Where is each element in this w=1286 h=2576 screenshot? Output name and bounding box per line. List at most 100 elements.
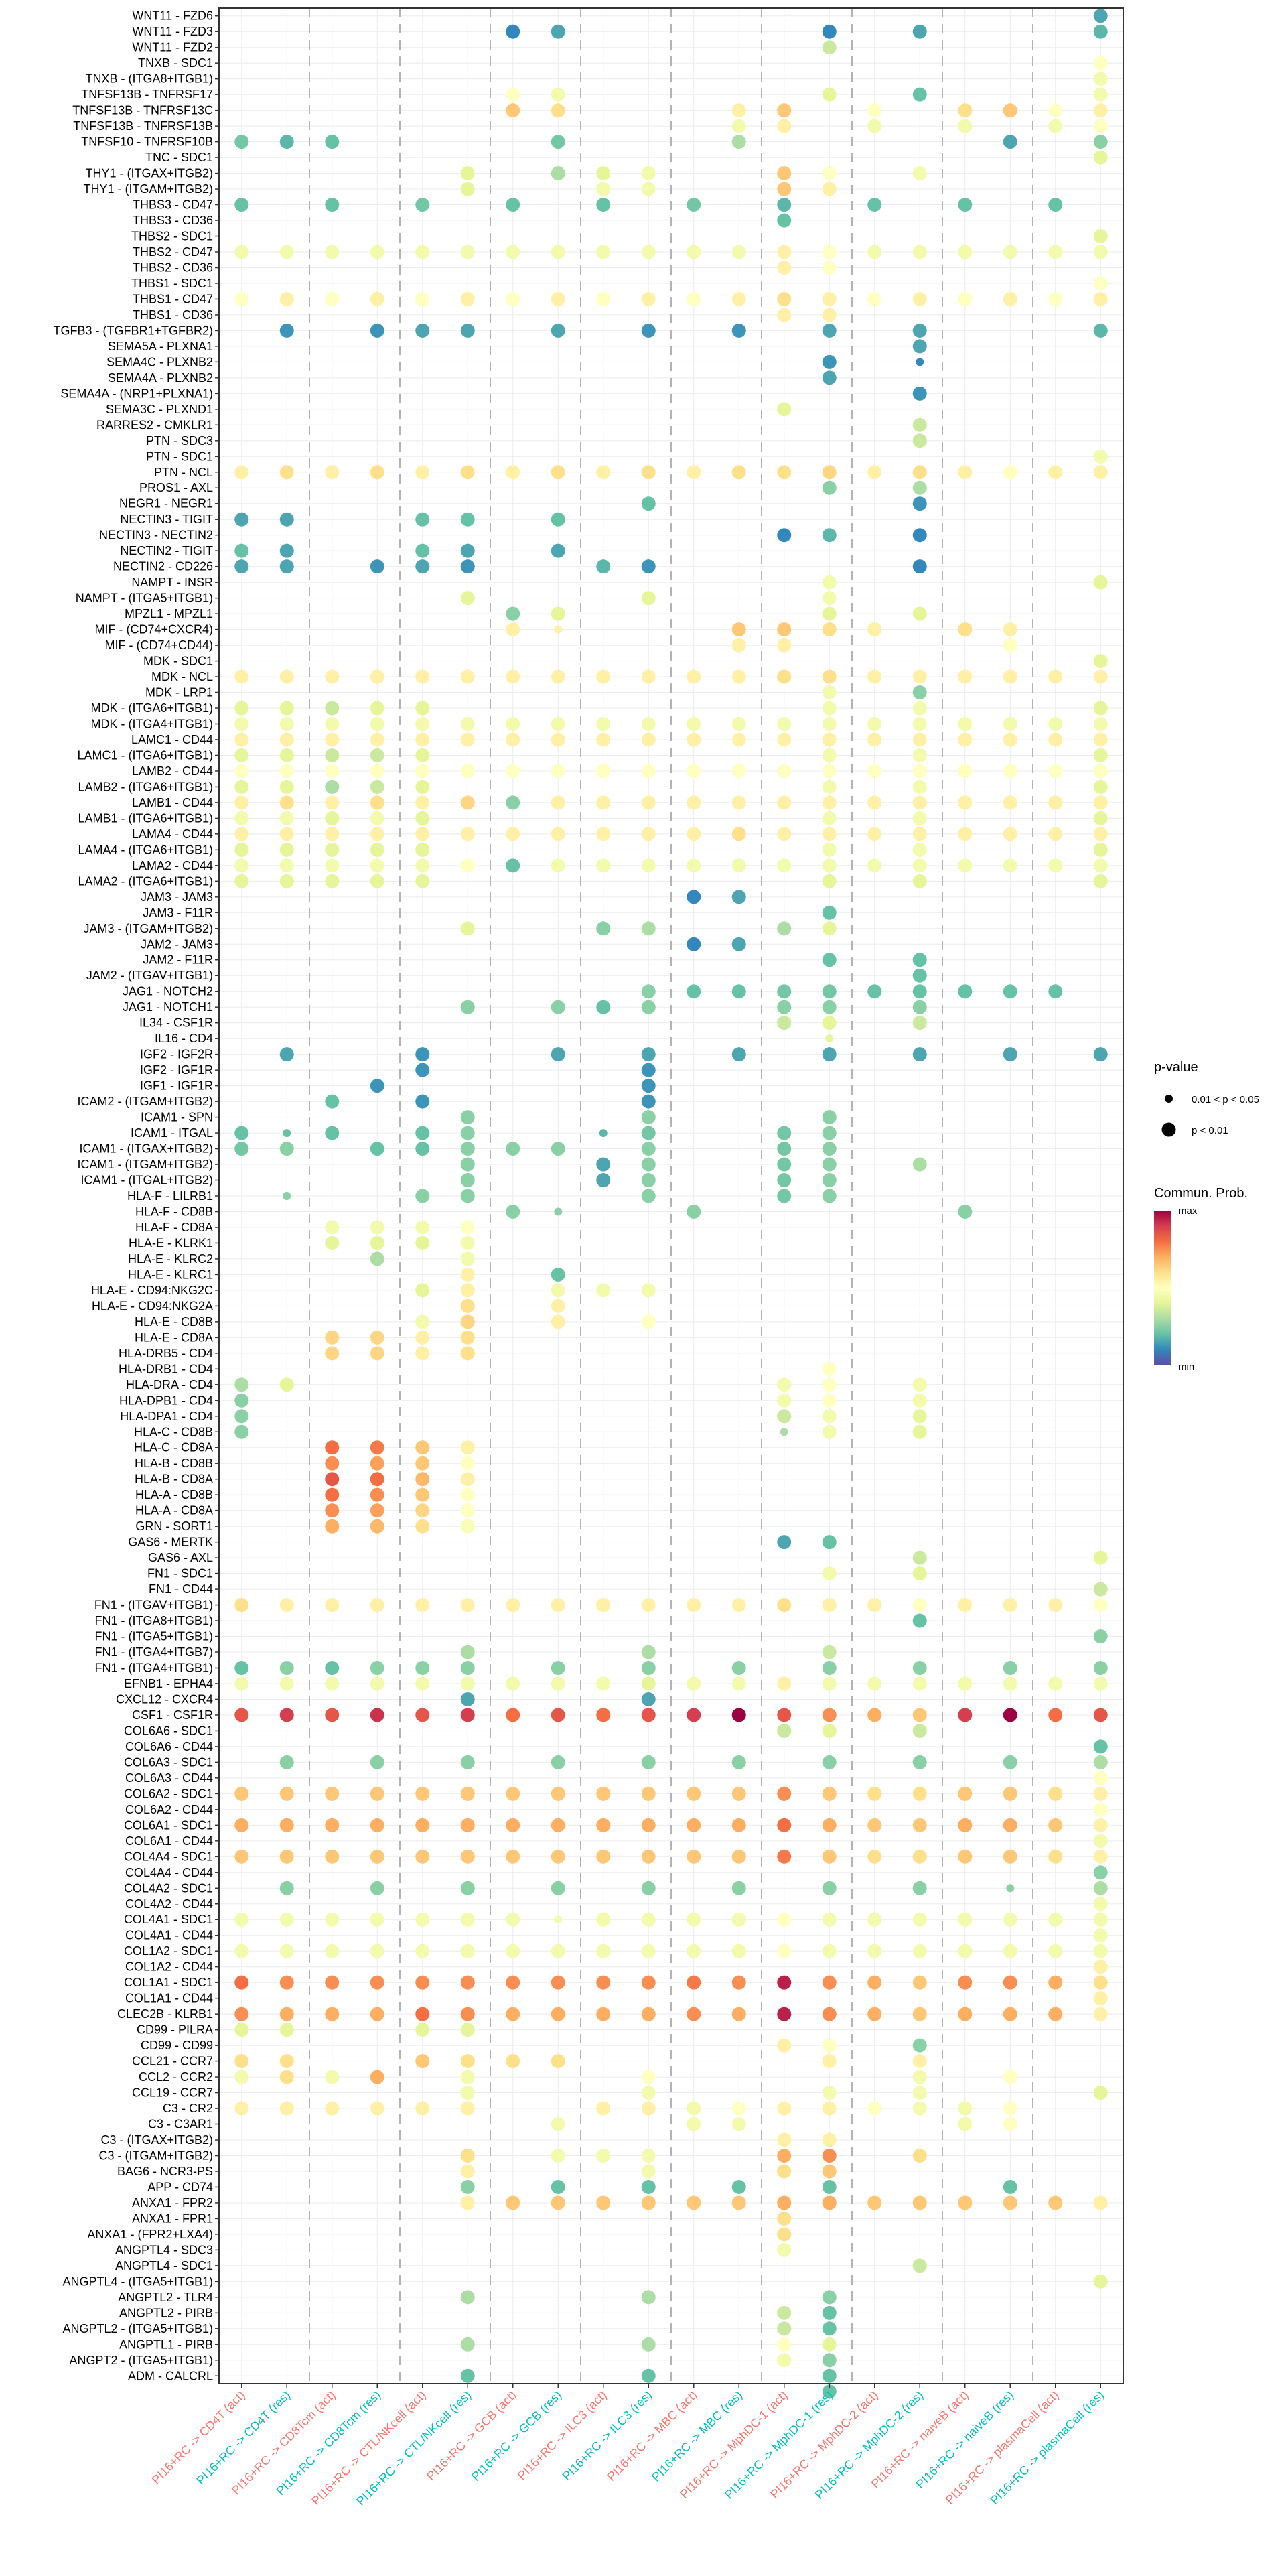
data-point: [912, 685, 927, 700]
data-point: [415, 1063, 430, 1077]
y-tick-label: GAS6 - AXL: [148, 1551, 213, 1564]
data-point: [822, 1818, 837, 1832]
y-tick-label: NAMPT - INSR: [131, 575, 213, 589]
data-point: [283, 1192, 291, 1200]
data-point: [912, 559, 927, 574]
data-point: [687, 669, 701, 684]
data-point: [641, 732, 656, 747]
data-point: [822, 291, 837, 306]
data-point: [1003, 2070, 1017, 2084]
data-point: [777, 2164, 792, 2179]
data-point: [822, 2384, 837, 2399]
y-tick-label: HLA-E - CD94:NKG2C: [91, 1284, 213, 1297]
data-point: [460, 716, 475, 731]
y-tick-label: FN1 - SDC1: [147, 1567, 213, 1580]
x-tick-label: PI16+RC -> CD4T (act): [149, 2388, 248, 2487]
data-point: [777, 1786, 792, 1801]
data-point: [325, 748, 340, 762]
group-separators: [309, 8, 1033, 2384]
data-point: [1003, 732, 1017, 747]
data-point: [822, 575, 837, 590]
y-tick-label: ICAM2 - (ITGAM+ITGB2): [77, 1095, 213, 1108]
data-point: [234, 1409, 249, 1424]
data-point: [1048, 669, 1063, 684]
y-tick-label: COL6A1 - SDC1: [124, 1818, 213, 1832]
data-point: [641, 1676, 656, 1691]
data-point: [234, 732, 249, 747]
data-point: [777, 2211, 792, 2226]
data-point: [731, 1661, 746, 1676]
data-point: [325, 1440, 340, 1455]
data-point: [1048, 827, 1063, 841]
data-point: [822, 1535, 837, 1550]
data-point: [1093, 103, 1108, 118]
y-tick-label: C3 - C3AR1: [148, 2118, 213, 2131]
data-point: [551, 2007, 565, 2021]
data-point: [415, 811, 430, 825]
data-point: [1048, 1849, 1063, 1864]
y-tick-label: ANGPTL2 - TLR4: [118, 2291, 213, 2304]
y-tick-label: TNFSF10 - TNFRSF10B: [81, 135, 213, 149]
data-point: [370, 1346, 384, 1361]
data-point: [279, 1881, 294, 1895]
data-point: [1093, 732, 1108, 747]
data-point: [1003, 291, 1017, 306]
data-point: [596, 716, 611, 731]
data-point: [596, 764, 611, 778]
data-point: [822, 701, 837, 716]
data-point: [912, 386, 927, 401]
data-point: [325, 1598, 340, 1613]
data-point: [912, 811, 927, 825]
data-point: [506, 764, 520, 778]
data-point: [1048, 1676, 1063, 1691]
data-point: [460, 1251, 475, 1266]
data-point: [234, 716, 249, 731]
data-point: [279, 1755, 294, 1769]
data-point: [958, 119, 973, 133]
data-point: [415, 842, 430, 857]
data-point: [460, 1975, 475, 1990]
data-point: [822, 2038, 837, 2053]
data-point: [867, 716, 882, 731]
data-point: [1003, 716, 1017, 731]
y-tick-label: ANGPTL2 - (ITGA5+ITGB1): [62, 2322, 213, 2335]
data-point: [596, 245, 611, 259]
data-point: [415, 543, 430, 558]
data-point: [867, 622, 882, 637]
data-point: [912, 748, 927, 762]
data-point: [415, 1598, 430, 1613]
data-point: [1003, 465, 1017, 480]
data-point: [325, 827, 340, 841]
y-tick-label: COL6A1 - CD44: [125, 1834, 213, 1848]
data-point: [325, 1487, 340, 1502]
data-point: [1093, 1771, 1108, 1785]
data-point: [1093, 1928, 1108, 1943]
data-point: [460, 512, 475, 527]
data-point: [641, 2179, 656, 2194]
data-point: [777, 1975, 792, 1990]
data-point: [551, 87, 565, 102]
data-point: [596, 1000, 611, 1014]
data-point: [551, 2054, 565, 2069]
data-point: [822, 685, 837, 700]
data-point: [551, 2148, 565, 2163]
data-point: [1093, 56, 1108, 70]
y-tick-label: CCL21 - CCR7: [132, 2055, 213, 2068]
data-point: [596, 559, 611, 574]
data-point: [551, 1708, 565, 1722]
data-point: [460, 465, 475, 480]
y-tick-label: MDK - (ITGA6+ITGB1): [90, 701, 213, 715]
data-point: [506, 858, 520, 873]
data-point: [325, 1220, 340, 1235]
data-point: [415, 1142, 430, 1156]
data-point: [1093, 654, 1108, 669]
data-point: [460, 1786, 475, 1801]
data-point: [822, 1110, 837, 1125]
data-point: [777, 1000, 792, 1014]
data-point: [234, 811, 249, 825]
data-point: [1003, 135, 1017, 149]
data-point: [325, 858, 340, 873]
data-point: [370, 858, 384, 873]
data-point: [370, 245, 384, 259]
data-point: [551, 512, 565, 527]
